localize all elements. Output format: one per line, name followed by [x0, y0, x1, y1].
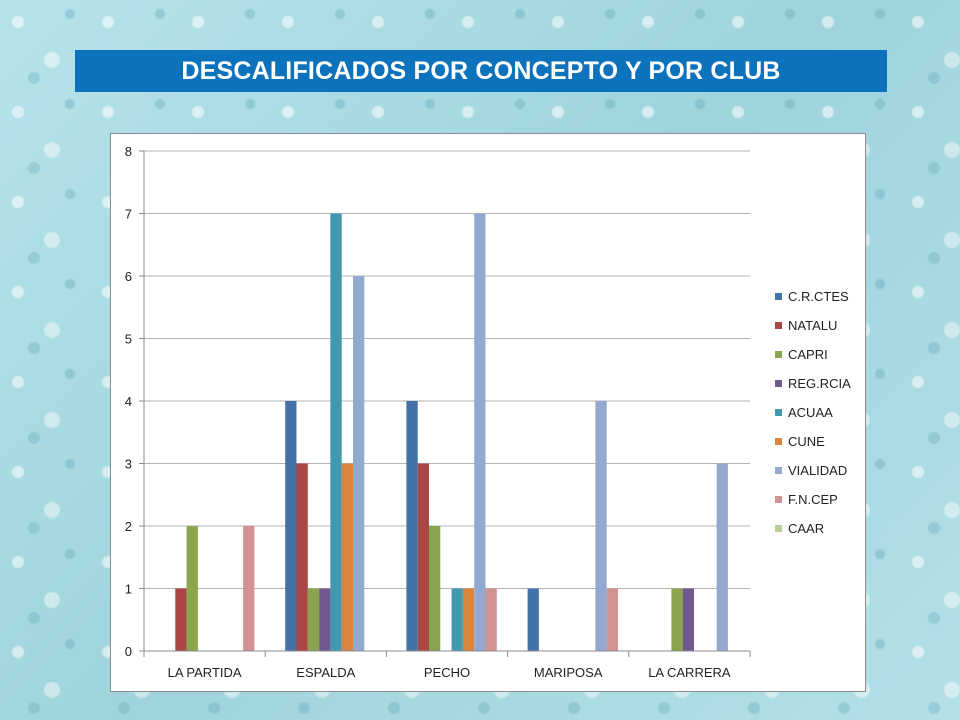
- bar-f-n-cep-pecho: [485, 588, 497, 651]
- bar-capri-espalda: [307, 588, 320, 651]
- legend-label: REG.RCIA: [788, 376, 851, 391]
- bar-chart: 0 1 2 3 4 5 6 7 8 LA PARTIDA ESPALDA PECHO MARIPOSA L…: [125, 144, 851, 680]
- bar-f-n-cep-la-partida: [243, 526, 255, 651]
- y-tick-label: 1: [125, 582, 132, 597]
- legend-label: C.R.CTES: [788, 289, 849, 304]
- x-tick-label: PECHO: [424, 665, 470, 680]
- legend-swatch: [775, 380, 782, 387]
- bars: [175, 213, 728, 651]
- bar-natalu-pecho: [417, 463, 429, 651]
- bar-acuaa-pecho: [451, 588, 463, 651]
- x-tick-label: LA CARRERA: [648, 665, 731, 680]
- legend-label: CAAR: [788, 521, 824, 536]
- legend-label: ACUAA: [788, 405, 833, 420]
- legend-label: NATALU: [788, 318, 837, 333]
- legend-swatch: [775, 438, 782, 445]
- y-tick-label: 4: [125, 394, 132, 409]
- bar-natalu-espalda: [296, 463, 308, 651]
- legend-swatch: [775, 293, 782, 300]
- y-tick-label: 6: [125, 269, 132, 284]
- bar-vialidad-la-carrera: [716, 463, 728, 651]
- legend-swatch: [775, 496, 782, 503]
- bar-natalu-la-partida: [175, 588, 187, 651]
- legend-swatch: [775, 409, 782, 416]
- y-tick-label: 8: [125, 144, 132, 159]
- bar-capri-pecho: [429, 526, 441, 651]
- legend-swatch: [775, 322, 782, 329]
- bar-cune-espalda: [341, 463, 353, 651]
- y-tick-label: 3: [125, 457, 132, 472]
- legend-label: CAPRI: [788, 347, 828, 362]
- bar-cune-pecho: [462, 588, 475, 651]
- legend-swatch: [775, 525, 782, 532]
- x-tick-label: ESPALDA: [296, 665, 355, 680]
- legend-swatch: [775, 467, 782, 474]
- y-tick-label: 0: [125, 644, 132, 659]
- bar-reg-rcia-la-carrera: [682, 588, 694, 651]
- bar-reg-rcia-espalda: [319, 588, 331, 651]
- bar-vialidad-espalda: [353, 276, 365, 651]
- legend-label: F.N.CEP: [788, 492, 838, 507]
- y-tick-label: 2: [125, 519, 132, 534]
- bar-c-r-ctes-pecho: [406, 401, 418, 651]
- page-title: DESCALIFICADOS POR CONCEPTO Y POR CLUB: [75, 50, 887, 92]
- x-tick-label: LA PARTIDA: [168, 665, 242, 680]
- x-tick-label: MARIPOSA: [534, 665, 603, 680]
- bar-capri-la-carrera: [671, 588, 683, 651]
- bar-c-r-ctes-mariposa: [527, 588, 539, 651]
- bar-vialidad-pecho: [474, 213, 486, 651]
- bar-vialidad-mariposa: [595, 401, 607, 651]
- y-tick-label: 7: [125, 207, 132, 222]
- chart-panel: 0 1 2 3 4 5 6 7 8 LA PARTIDA ESPALDA PECHO MARIPOSA L…: [110, 133, 866, 692]
- legend-label: CUNE: [788, 434, 825, 449]
- legend-label: VIALIDAD: [788, 463, 847, 478]
- legend-swatch: [775, 351, 782, 358]
- y-tick-label: 5: [125, 332, 132, 347]
- bar-f-n-cep-mariposa: [606, 588, 618, 651]
- axes: 0 1 2 3 4 5 6 7 8 LA PARTIDA ESPALDA PECHO MARIPOSA L…: [125, 144, 751, 680]
- legend: C.R.CTES NATALU CAPRI REG.RCIA ACUAA CUNE VIAL…: [775, 289, 851, 536]
- bar-c-r-ctes-espalda: [285, 401, 297, 651]
- bar-capri-la-partida: [186, 526, 198, 651]
- gridlines: [144, 150, 750, 652]
- bar-acuaa-espalda: [330, 213, 342, 651]
